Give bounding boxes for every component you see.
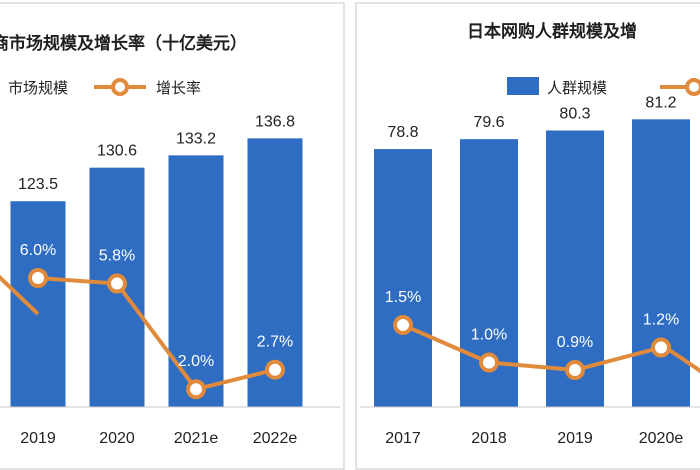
left-x-tick-label: 2021e xyxy=(174,430,219,447)
right-legend-line-marker xyxy=(685,78,700,96)
right-line-marker xyxy=(393,315,413,335)
left-panel-frame xyxy=(0,2,345,470)
left-line-marker xyxy=(28,268,48,288)
left-bar-value-label: 133.2 xyxy=(176,130,216,147)
left-line-marker xyxy=(107,273,127,294)
right-line-marker xyxy=(479,352,499,373)
left-line-marker xyxy=(186,379,206,400)
right-x-tick-label: 2020e xyxy=(639,430,684,447)
right-line-marker xyxy=(651,337,671,358)
right-panel-frame xyxy=(355,2,700,470)
right-growth-label: 1.2% xyxy=(643,312,679,329)
right-growth-label: 0.9% xyxy=(557,334,593,351)
left-growth-label: 2.7% xyxy=(257,334,293,351)
left-pre-line-segment xyxy=(0,274,40,316)
left-legend-line-marker xyxy=(111,78,129,96)
left-bar xyxy=(10,201,66,407)
right-legend-bar-swatch xyxy=(507,77,539,95)
right-x-tick-label: 2018 xyxy=(471,430,507,447)
right-bar-value-label: 80.3 xyxy=(559,105,590,122)
left-x-tick-label: 2019 xyxy=(20,430,56,447)
right-x-tick-label: 2019 xyxy=(557,430,593,447)
right-chart: 日本网购人群规模及增 人群规模 78.8 79.6 80.3 81.2 1.5% 1.0… xyxy=(360,21,700,447)
right-bar-value-label: 79.6 xyxy=(473,114,504,131)
left-growth-line xyxy=(37,276,276,392)
right-line-marker xyxy=(565,360,585,380)
left-x-tick-label: 2020 xyxy=(99,430,135,447)
right-chart-title: 日本网购人群规模及增 xyxy=(467,21,637,42)
left-legend-bar-label: 市场规模 xyxy=(8,79,68,97)
right-growth-label: 1.0% xyxy=(471,327,507,344)
left-legend-line-label: 增长率 xyxy=(156,79,201,97)
left-growth-label: 2.0% xyxy=(178,353,214,370)
left-line-marker xyxy=(265,359,285,380)
left-bar-value-label: 123.5 xyxy=(18,176,58,193)
right-growth-line xyxy=(402,323,662,372)
right-bar-value-label: 81.2 xyxy=(645,94,676,111)
right-bar-value-label: 78.8 xyxy=(387,124,418,141)
right-legend-bar-label: 人群规模 xyxy=(547,79,607,97)
left-growth-label: 6.0% xyxy=(20,242,56,259)
right-bar xyxy=(632,119,690,407)
watermark-text: ⁝ ⁝ ⁝ ⁝ xyxy=(548,418,579,434)
right-x-tick-label: 2017 xyxy=(385,430,421,447)
left-bar-value-label: 130.6 xyxy=(97,143,137,160)
left-growth-label: 5.8% xyxy=(99,248,135,265)
right-growth-label: 1.5% xyxy=(385,289,421,306)
left-chart-title: 商市场规模及增长率（十亿美元） xyxy=(0,33,247,54)
left-x-tick-label: 2022e xyxy=(253,430,298,447)
left-chart: 商市场规模及增长率（十亿美元） 市场规模 增长率 123.5 130.6 133.2… xyxy=(0,33,340,447)
left-bar-value-label: 136.8 xyxy=(255,113,295,130)
right-bar xyxy=(374,149,432,407)
